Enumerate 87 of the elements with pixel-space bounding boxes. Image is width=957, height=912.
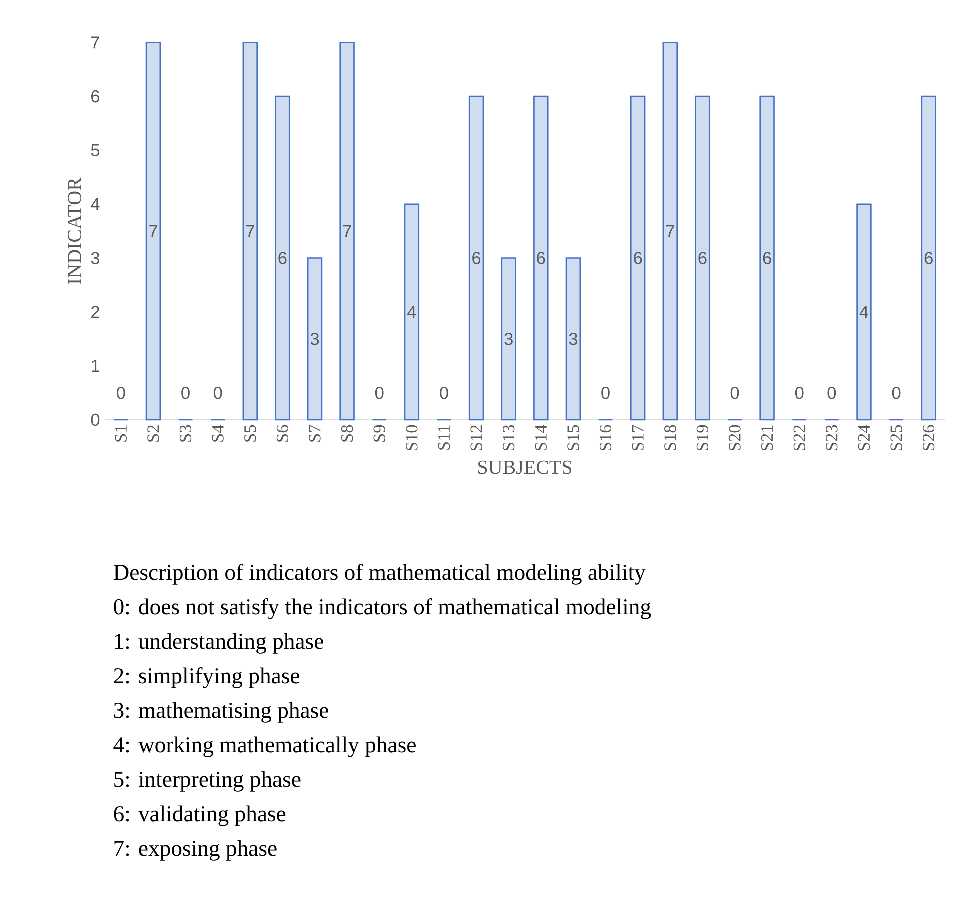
x-tick-label: S4 (212, 424, 224, 442)
data-label: 3 (504, 332, 513, 346)
x-axis-title: SUBJECTS (478, 460, 572, 474)
data-label: 4 (408, 306, 416, 318)
bar (275, 96, 290, 421)
x-tick-label: S6 (276, 425, 289, 442)
data-label: 0 (730, 386, 740, 400)
y-tick-label: 4 (91, 198, 100, 210)
x-tick-label: S21 (761, 426, 774, 451)
x-tick-label: S8 (341, 425, 354, 442)
x-tick-label: S5 (244, 425, 256, 442)
data-label: 6 (634, 252, 642, 264)
bar (856, 204, 872, 421)
x-tick-label: S17 (632, 425, 644, 451)
x-tick-label: S23 (826, 425, 838, 451)
data-label: 6 (537, 252, 546, 264)
text: 4: working mathematically phase (114, 736, 416, 758)
data-label: 0 (182, 386, 190, 400)
x-tick-label: S15 (568, 425, 580, 451)
bar (566, 258, 582, 421)
data-label: 6 (698, 252, 707, 264)
x-tick-label: S22 (794, 426, 806, 451)
data-label: 0 (602, 386, 610, 400)
x-tick-label: S26 (923, 425, 935, 451)
data-label: 7 (666, 225, 674, 238)
x-tick-label: S20 (729, 425, 741, 451)
data-label: 3 (310, 332, 320, 346)
bar (662, 42, 678, 421)
bar (404, 204, 420, 421)
y-tick-label: 6 (92, 90, 100, 103)
text: 1: understanding phase (115, 633, 324, 654)
data-label: 6 (472, 252, 481, 264)
x-tick-label: S19 (696, 425, 709, 451)
bar (921, 96, 936, 421)
bar (146, 42, 162, 421)
data-label: 0 (375, 386, 384, 400)
data-label: 0 (440, 386, 448, 400)
text: 3: mathematising phase (114, 702, 328, 723)
x-tick-label: S13 (503, 425, 515, 451)
x-tick-label: S3 (180, 425, 192, 442)
data-label: 7 (246, 225, 254, 238)
x-tick-label: S24 (858, 424, 870, 451)
data-label: 7 (150, 225, 158, 238)
bar (534, 96, 549, 421)
data-label: 6 (763, 252, 772, 264)
text: 5: interpreting phase (114, 771, 301, 792)
data-label: 0 (892, 386, 901, 400)
y-tick-label: 5 (91, 144, 100, 157)
data-label: 0 (214, 386, 222, 400)
x-tick-label: S9 (374, 425, 386, 442)
y-tick-label: 7 (92, 36, 100, 49)
x-tick-label: S1 (115, 426, 127, 442)
data-label: 0 (828, 386, 836, 400)
data-label: 3 (569, 332, 578, 346)
y-tick-label: 1 (92, 360, 100, 372)
text: 2: simplifying phase (114, 668, 300, 688)
bar (501, 258, 516, 421)
x-tick-label: S11 (438, 426, 450, 450)
data-label: 4 (860, 306, 869, 318)
x-tick-label: S25 (890, 425, 902, 451)
x-tick-label: S10 (406, 425, 418, 451)
data-label: 0 (795, 386, 804, 400)
text: Description of indicators of mathematical modeling ability (114, 564, 646, 585)
y-tick-label: 0 (91, 414, 100, 426)
data-label: 0 (117, 386, 126, 400)
bar (340, 42, 355, 421)
x-tick-label: S2 (148, 426, 160, 442)
bar (242, 42, 258, 421)
y-axis-title: INDICATOR (68, 178, 82, 284)
x-tick-label: S18 (664, 425, 676, 451)
data-label: 6 (924, 252, 933, 264)
x-tick-label: S7 (309, 425, 321, 442)
text: 0: does not satisfy the indicators of mathematical modeling (114, 598, 652, 620)
y-tick-label: 2 (92, 306, 100, 318)
text: 6: validating phase (114, 806, 286, 826)
bar (630, 96, 646, 421)
x-tick-label: S16 (600, 425, 612, 451)
y-tick-label: 3 (91, 252, 100, 264)
text: 7: exposing phase (114, 840, 277, 861)
bar (695, 96, 710, 421)
data-label: 7 (343, 225, 352, 238)
data-label: 6 (278, 252, 287, 264)
bar (760, 96, 775, 421)
x-tick-label: S12 (470, 426, 482, 451)
bar (468, 96, 484, 421)
x-tick-label: S14 (535, 424, 547, 451)
bar (307, 258, 323, 421)
